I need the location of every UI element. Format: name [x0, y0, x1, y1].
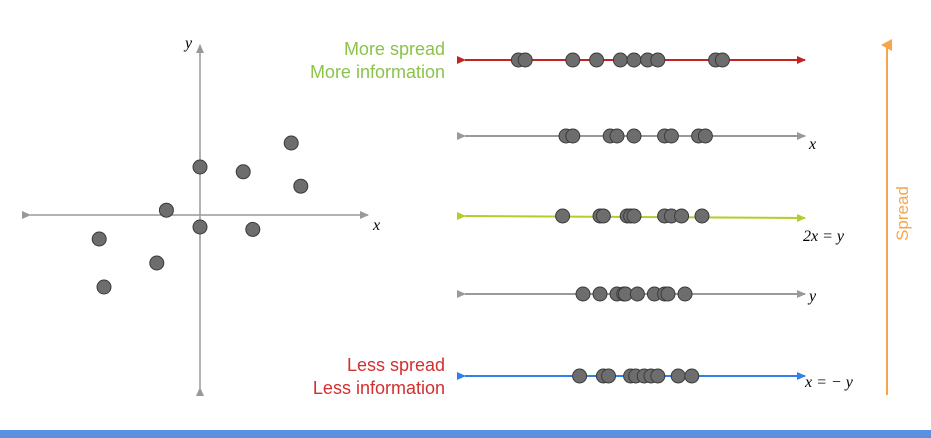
scatter-point: [293, 178, 309, 194]
more-information-label: More information: [309, 62, 445, 82]
scatter-point: [283, 135, 299, 151]
projected-point: [684, 368, 700, 384]
bottom-accent-bar: [0, 430, 931, 438]
projection-label-2x-equals-y: 2x = y: [803, 228, 844, 245]
projected-point: [592, 286, 608, 302]
projected-point: [565, 52, 581, 68]
scatter-point: [96, 279, 112, 295]
scatter-points: [91, 135, 309, 295]
scatter-point: [158, 202, 174, 218]
more-spread-label: More spread: [343, 39, 445, 59]
scatter-x-axis-label: x: [373, 217, 381, 234]
projected-point: [626, 52, 642, 68]
projected-point: [589, 52, 605, 68]
less-spread-label: Less spread: [346, 355, 445, 375]
projection-label-y: y: [809, 288, 817, 305]
projected-point: [555, 208, 571, 224]
scatter-point: [192, 219, 208, 235]
projected-point: [601, 368, 616, 384]
projected-point: [714, 52, 730, 68]
projected-point: [612, 52, 628, 68]
scatter-point: [235, 164, 251, 180]
projected-point: [626, 128, 642, 144]
projected-point: [663, 128, 679, 144]
projection-lines: [456, 52, 806, 384]
projected-point: [650, 368, 666, 384]
projected-point: [697, 128, 713, 144]
projected-point: [694, 208, 710, 224]
scatter-y-axis-label: y: [185, 35, 193, 52]
projected-point: [677, 286, 693, 302]
spread-vertical-label: Spread: [892, 186, 912, 241]
scatter-point: [192, 159, 208, 175]
projected-point: [660, 286, 676, 302]
projection-label-x: x: [809, 136, 817, 153]
projected-point: [572, 368, 588, 384]
projected-point: [609, 128, 625, 144]
projected-point: [575, 286, 591, 302]
projected-point: [650, 52, 666, 68]
projected-point: [517, 52, 533, 68]
projected-point: [629, 286, 645, 302]
projected-point: [670, 368, 686, 384]
projected-point: [565, 128, 581, 144]
scatter-point: [245, 221, 261, 237]
less-information-label: Less information: [312, 378, 445, 398]
projected-point: [674, 208, 690, 224]
projected-point: [595, 208, 611, 224]
projection-label-x-equals-minus-y: x = − y: [805, 374, 853, 391]
projected-point: [626, 208, 642, 224]
scatter-point: [149, 255, 165, 271]
scatter-point: [91, 231, 107, 247]
